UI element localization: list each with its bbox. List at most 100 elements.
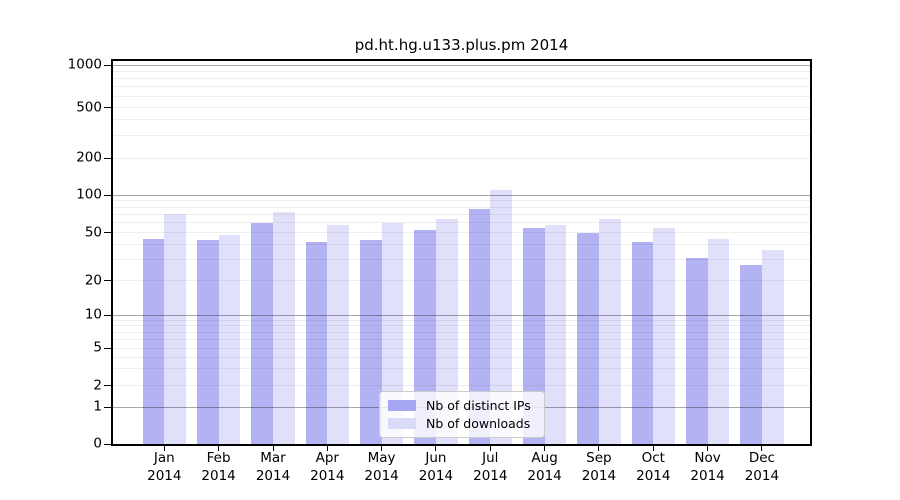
legend-swatch-downloads: [388, 418, 416, 430]
x-tick-label: May 2014: [364, 450, 399, 484]
gridline-minor: [113, 213, 810, 215]
bar-downloads: [598, 219, 621, 444]
y-tick-label: 2: [93, 376, 102, 393]
gridline-minor: [113, 280, 810, 281]
y-tick-mark: [104, 107, 111, 108]
x-tick-mark: [272, 446, 274, 451]
bar-downloads: [707, 239, 730, 444]
y-tick-label: 500: [76, 98, 102, 115]
gridline-minor: [113, 258, 810, 260]
bar-downloads: [761, 249, 784, 444]
x-tick-mark: [761, 446, 763, 451]
x-tick-mark: [218, 446, 220, 451]
gridline-minor: [113, 119, 810, 121]
bar-distinct-ips: [468, 209, 491, 444]
y-tick-label: 0: [93, 435, 102, 452]
gridline-minor: [113, 232, 810, 233]
y-tick-mark: [104, 280, 111, 281]
x-tick-label: Oct 2014: [636, 450, 671, 484]
bar-distinct-ips: [522, 228, 545, 444]
gridline-minor: [113, 368, 810, 370]
x-tick-mark: [489, 446, 491, 451]
x-tick-mark: [652, 446, 654, 451]
gridline-minor: [113, 86, 810, 88]
bar-downloads: [381, 222, 404, 444]
gridline-minor: [113, 71, 810, 72]
gridline-minor: [113, 319, 810, 321]
gridline-major: [113, 314, 810, 316]
bar-distinct-ips: [142, 239, 165, 444]
y-tick-mark: [104, 406, 111, 408]
gridline-minor: [113, 222, 810, 224]
gridline-minor: [113, 200, 810, 202]
y-tick-label: 20: [84, 271, 102, 288]
gridline-minor: [113, 325, 810, 327]
gridline-minor: [113, 331, 810, 333]
bar-distinct-ips: [196, 240, 219, 444]
y-tick-label: 50: [84, 223, 102, 240]
x-tick-label: Sep 2014: [581, 450, 617, 484]
x-tick-label: Feb 2014: [201, 450, 236, 484]
y-tick-mark: [104, 443, 111, 445]
x-tick-label: Aug 2014: [527, 450, 562, 484]
bar-downloads: [164, 213, 186, 444]
x-tick-mark: [598, 446, 600, 451]
x-tick-label: Jun 2014: [418, 450, 454, 484]
gridline-minor: [113, 107, 810, 108]
y-tick-label: 200: [76, 149, 102, 166]
y-tick-label: 5: [93, 339, 102, 356]
y-tick-label: 10: [84, 306, 102, 323]
x-tick-mark: [381, 446, 383, 451]
legend-swatch-distinct-ips: [388, 399, 416, 411]
gridline-minor: [113, 206, 810, 208]
bar-downloads: [218, 234, 241, 444]
bar-distinct-ips: [631, 241, 654, 444]
y-tick-mark: [104, 64, 111, 66]
gridline-minor: [113, 95, 810, 97]
y-tick-mark: [104, 194, 111, 196]
y-tick-label: 1000: [67, 56, 102, 73]
gridline-minor: [113, 243, 810, 245]
gridline-minor: [113, 356, 810, 358]
x-tick-mark: [163, 446, 165, 451]
x-tick-mark: [435, 446, 437, 451]
bar-downloads: [327, 224, 349, 444]
x-tick-mark: [544, 446, 546, 451]
y-tick-mark: [104, 314, 111, 316]
bar-distinct-ips: [577, 232, 599, 444]
x-tick-label: Jan 2014: [147, 450, 182, 484]
y-tick-mark: [104, 232, 111, 233]
bars-layer: [113, 61, 810, 444]
gridline-major: [113, 64, 810, 66]
bar-downloads: [653, 228, 675, 444]
legend-row-distinct-ips: Nb of distinct IPs: [388, 398, 536, 413]
legend-row-downloads: Nb of downloads: [388, 416, 536, 431]
bar-distinct-ips: [359, 240, 382, 444]
gridline-minor: [113, 157, 810, 159]
x-tick-label: Nov 2014: [690, 450, 725, 484]
y-tick-label: 100: [76, 186, 102, 203]
x-tick-label: Dec 2014: [744, 450, 780, 484]
y-tick-label: 1: [93, 398, 102, 415]
x-tick-mark: [707, 446, 709, 451]
bar-downloads: [273, 212, 295, 444]
legend: Nb of distinct IPs Nb of downloads: [379, 391, 545, 438]
gridlines-layer: [113, 61, 810, 444]
legend-label-distinct-ips: Nb of distinct IPs: [426, 397, 531, 413]
chart-title: pd.ht.hg.u133.plus.pm 2014: [354, 36, 569, 54]
plot-area: Nb of distinct IPs Nb of downloads: [111, 59, 812, 446]
bar-downloads: [435, 219, 458, 444]
gridline-minor: [113, 135, 810, 137]
gridline-minor: [113, 78, 810, 80]
y-tick-mark: [104, 157, 111, 159]
bar-distinct-ips: [414, 230, 436, 444]
x-tick-label: Mar 2014: [255, 450, 291, 484]
bar-downloads: [490, 189, 512, 444]
x-tick-label: Apr 2014: [310, 450, 345, 484]
gridline-major: [113, 194, 810, 196]
bar-distinct-ips: [685, 257, 708, 444]
gridline-minor: [113, 385, 810, 386]
legend-label-downloads: Nb of downloads: [426, 416, 531, 432]
bar-distinct-ips: [740, 264, 762, 444]
